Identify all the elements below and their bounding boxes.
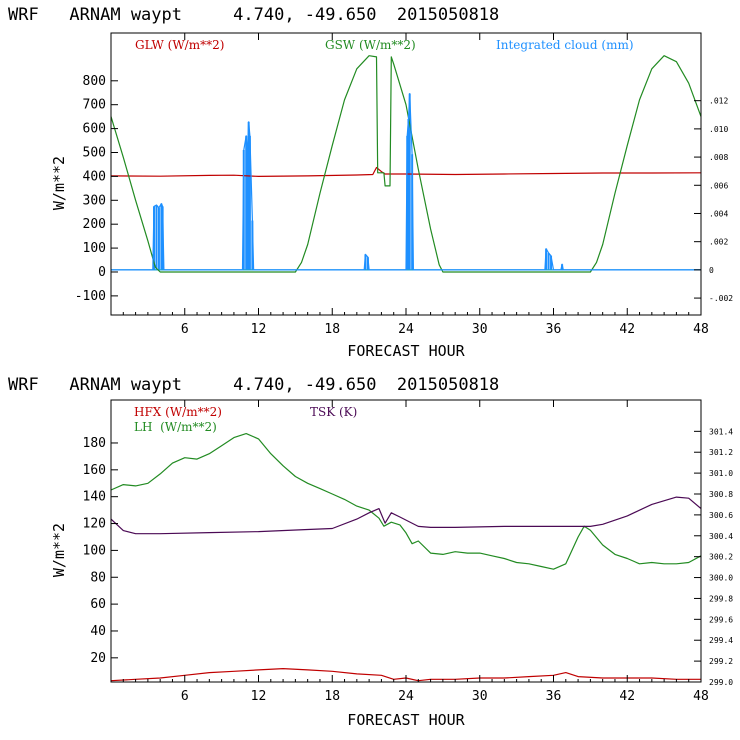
- y2-tick-label: 300.6: [709, 511, 733, 520]
- x-tick-label: 36: [546, 689, 562, 704]
- x-tick-label: 12: [251, 689, 267, 704]
- y-tick-label: 180: [83, 436, 106, 451]
- top-legend-cloud: Integrated cloud (mm): [496, 38, 634, 52]
- bottom-plot-frame: [110, 399, 702, 683]
- x-tick-label: 30: [472, 322, 488, 337]
- bottom-panel: WRF ARNAM waypt 4.740, -49.650 201505081…: [8, 375, 733, 729]
- x-tick-label: 42: [619, 689, 635, 704]
- y-tick-label: 300: [83, 193, 106, 208]
- y2-tick-label: 299.6: [709, 615, 733, 624]
- x-tick-label: 48: [693, 689, 709, 704]
- y-tick-label: 60: [90, 597, 106, 612]
- x-tick-label: 6: [181, 322, 189, 337]
- y-tick-label: 120: [83, 517, 106, 532]
- bottom-legend-lh: LH (W/m**2): [134, 420, 217, 434]
- y2-tick-label: .002: [709, 238, 728, 247]
- bottom-x-axis-label: FORECAST HOUR: [347, 711, 465, 729]
- y2-tick-label: 300.8: [709, 490, 733, 499]
- bottom-panel-header: WRF ARNAM waypt 4.740, -49.650 201505081…: [8, 375, 499, 395]
- x-tick-label: 12: [251, 322, 267, 337]
- y2-tick-label: .004: [709, 209, 728, 218]
- x-tick-label: 24: [398, 322, 414, 337]
- y2-tick-label: .012: [709, 97, 728, 106]
- x-tick-label: 18: [324, 689, 340, 704]
- y2-tick-label: 301.4: [709, 427, 733, 436]
- y-tick-label: 700: [83, 98, 106, 113]
- y-tick-label: 600: [83, 122, 106, 137]
- y2-tick-label: 299.8: [709, 594, 733, 603]
- y2-tick-label: 299.2: [709, 657, 733, 666]
- bottom-legend-hfx: HFX (W/m**2): [134, 405, 222, 419]
- x-tick-label: 48: [693, 322, 709, 337]
- bottom-legend-tsk: TSK (K): [310, 405, 357, 419]
- y2-tick-label: .008: [709, 153, 728, 162]
- y-tick-label: -100: [75, 289, 106, 304]
- y-tick-label: 20: [90, 651, 106, 666]
- x-tick-label: 6: [181, 689, 189, 704]
- y2-tick-label: .010: [709, 125, 728, 134]
- y2-tick-label: 299.4: [709, 636, 733, 645]
- x-tick-label: 18: [324, 322, 340, 337]
- series-gsw: [110, 55, 702, 273]
- top-x-axis-label: FORECAST HOUR: [347, 342, 465, 360]
- top-y-axis-label: W/m**2: [50, 156, 68, 210]
- x-tick-label: 36: [546, 322, 562, 337]
- y-tick-label: 40: [90, 624, 106, 639]
- y2-tick-label: 301.0: [709, 469, 733, 478]
- y2-tick-label: 299.0: [709, 678, 733, 687]
- y2-tick-label: 0: [709, 266, 714, 275]
- y-tick-label: 400: [83, 169, 106, 184]
- y2-tick-label: .006: [709, 181, 728, 190]
- series-tsk: [110, 496, 702, 535]
- y2-tick-label: 300.2: [709, 553, 733, 562]
- top-legend-glw: GLW (W/m**2): [135, 38, 224, 52]
- x-tick-label: 42: [619, 322, 635, 337]
- y-tick-label: 140: [83, 490, 106, 505]
- y2-tick-label: 301.2: [709, 448, 733, 457]
- y-tick-label: 160: [83, 463, 106, 478]
- y-tick-label: 500: [83, 145, 106, 160]
- series-integrated-cloud: [111, 92, 701, 271]
- top-legend-gsw: GSW (W/m**2): [325, 38, 416, 52]
- bottom-y-axis-label: W/m**2: [50, 523, 68, 577]
- y2-tick-label: 300.4: [709, 532, 733, 541]
- series-glw: [110, 166, 702, 177]
- y-tick-label: 800: [83, 74, 106, 89]
- y-tick-label: 100: [83, 241, 106, 256]
- y-tick-label: 80: [90, 570, 106, 585]
- x-tick-label: 24: [398, 689, 414, 704]
- y2-tick-label: 300.0: [709, 574, 733, 583]
- series-lh: [110, 433, 702, 570]
- top-panel-header: WRF ARNAM waypt 4.740, -49.650 201505081…: [8, 5, 499, 25]
- y-tick-label: 0: [98, 265, 106, 280]
- top-panel: WRF ARNAM waypt 4.740, -49.650 201505081…: [8, 5, 733, 360]
- series-hfx: [110, 667, 701, 682]
- y2-tick-label: -.002: [709, 294, 733, 303]
- y-tick-label: 200: [83, 217, 106, 232]
- x-tick-label: 30: [472, 689, 488, 704]
- y-tick-label: 100: [83, 543, 106, 558]
